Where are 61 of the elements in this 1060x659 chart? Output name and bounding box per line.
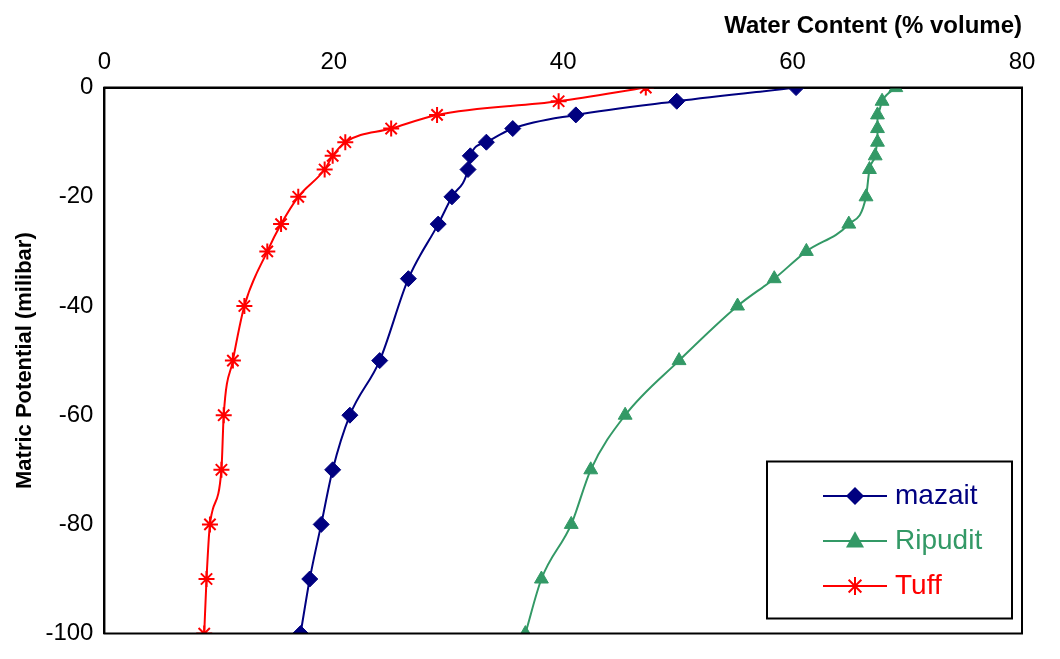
y-tick-label: -100: [45, 618, 94, 646]
point: [459, 161, 477, 178]
point: [862, 161, 877, 174]
point: [870, 106, 885, 120]
point: [567, 106, 585, 124]
point: [312, 515, 330, 533]
point: [382, 119, 401, 138]
point: [200, 515, 219, 534]
point: [671, 352, 687, 366]
point: [301, 570, 319, 588]
x-tick-label: 40: [549, 46, 577, 74]
point: [212, 460, 231, 479]
point: [867, 147, 883, 161]
point: [798, 242, 814, 256]
point: [336, 133, 355, 152]
point: [858, 188, 874, 202]
point: [399, 270, 417, 288]
point: [272, 215, 291, 234]
y-tick-label: -60: [58, 399, 94, 427]
point: [583, 461, 599, 475]
point: [341, 406, 359, 424]
y-tick-label: -40: [58, 290, 94, 318]
point: [235, 297, 254, 315]
point: [428, 105, 447, 124]
point: [371, 352, 389, 370]
point: [563, 515, 579, 529]
legend-label: Ripudit: [895, 523, 983, 555]
point: [323, 146, 342, 165]
point: [477, 133, 495, 151]
point: [197, 570, 216, 588]
point: [549, 92, 568, 111]
point: [214, 406, 233, 425]
x-tick-label: 20: [320, 46, 348, 74]
point: [617, 406, 633, 420]
point: [534, 570, 549, 584]
point: [504, 120, 522, 138]
point: [258, 242, 277, 261]
point: [668, 92, 686, 110]
point: [443, 188, 461, 206]
y-tick-label: 0: [80, 72, 94, 100]
point: [870, 133, 885, 147]
y-tick-label: -20: [58, 181, 94, 209]
x-tick-label: 0: [97, 46, 112, 74]
point: [289, 187, 308, 206]
point: [766, 270, 782, 284]
legend-label: Tuff: [895, 568, 942, 600]
point: [315, 160, 334, 179]
point: [223, 351, 242, 370]
x-tick-label: 60: [779, 46, 806, 74]
y-axis-title: Matric Potential (milibar): [11, 232, 37, 489]
point: [730, 297, 745, 311]
x-tick-label: 80: [1008, 46, 1036, 74]
point: [324, 461, 342, 479]
point: [461, 147, 479, 165]
legend-label: mazait: [895, 478, 978, 510]
point: [874, 92, 890, 106]
point: [870, 120, 885, 134]
point: [841, 215, 857, 229]
y-tick-label: -80: [58, 509, 94, 537]
x-axis-title: Water Content (% volume): [724, 11, 1022, 39]
point: [429, 215, 447, 233]
